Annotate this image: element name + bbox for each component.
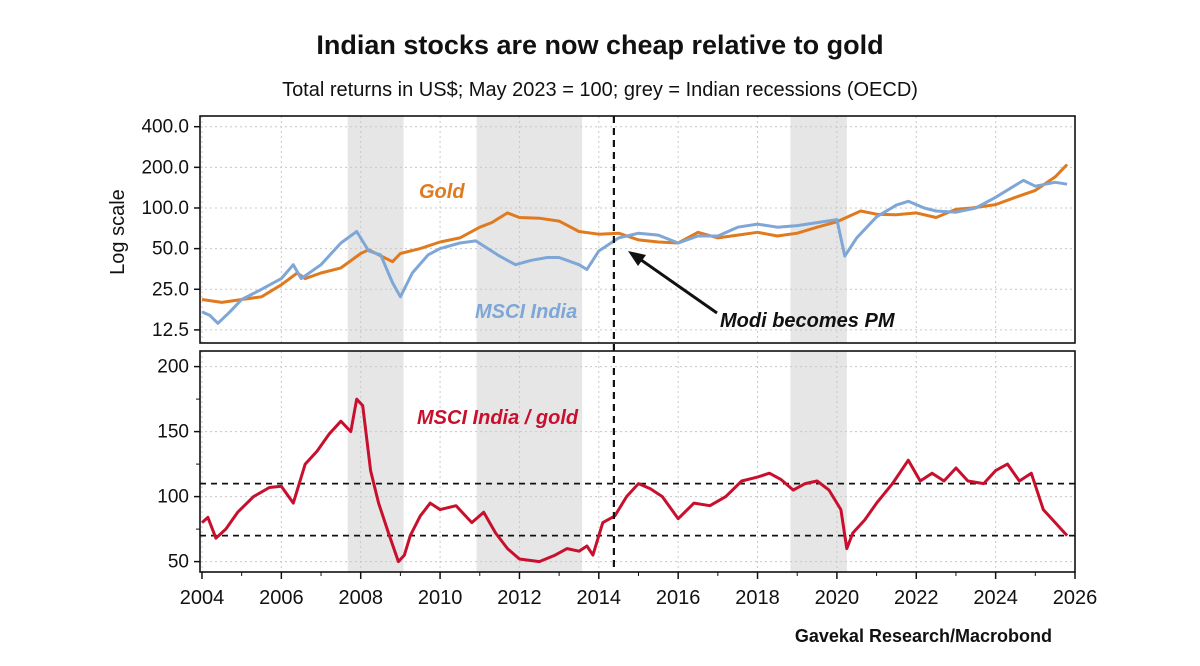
y-tick-label: 200.0 — [141, 157, 189, 178]
modi-arrow — [633, 253, 718, 315]
x-tick-label: 2010 — [418, 587, 463, 609]
panel-frame — [199, 350, 1076, 573]
recession-band — [347, 351, 404, 572]
y-tick-label: 50 — [168, 552, 189, 573]
x-tick-label: 2004 — [180, 587, 225, 609]
recession-bands — [347, 116, 847, 572]
series-lines — [201, 116, 1069, 572]
ratio-line — [201, 397, 1069, 564]
x-tick-label: 2012 — [497, 587, 542, 609]
y-tick-label: 50.0 — [152, 239, 189, 260]
y-tick-label: 25.0 — [152, 279, 189, 300]
y-tick-label: 200 — [157, 357, 189, 378]
x-tick-label: 2024 — [973, 587, 1018, 609]
x-tick-label: 2022 — [894, 587, 939, 609]
recession-band — [790, 116, 847, 343]
y-axis-label: Log scale — [107, 189, 129, 275]
ratio-series-label: MSCI India / gold — [417, 407, 579, 429]
x-tick-label: 2006 — [259, 587, 304, 609]
y-tick-label: 12.5 — [152, 320, 189, 341]
modi-arrowhead — [628, 251, 646, 266]
recession-band — [476, 116, 583, 343]
gold-series-label: Gold — [419, 181, 465, 203]
y-tick-label: 100 — [157, 487, 189, 508]
source-credit: Gavekal Research/Macrobond — [794, 626, 1052, 646]
x-tick-label: 2026 — [1053, 587, 1098, 609]
y-tick-label: 400.0 — [141, 117, 189, 138]
panel-frames — [199, 115, 1076, 573]
recession-band — [476, 351, 583, 572]
msci-india-line — [201, 178, 1068, 325]
axis-ticks: 2004 2006 2008 2010 2012 2014 2016 2018 2020 2022… — [141, 117, 1097, 609]
msci-series-label: MSCI India — [475, 301, 577, 323]
recession-band — [790, 351, 847, 572]
x-tick-label: 2018 — [735, 587, 780, 609]
chart-subtitle: Total returns in US$; May 2023 = 100; gr… — [282, 79, 918, 101]
modi-annotation: Modi becomes PM — [720, 310, 896, 332]
gold-line — [201, 163, 1069, 304]
y-tick-label: 100.0 — [141, 198, 189, 219]
gridlines — [200, 116, 1075, 572]
recession-band — [347, 116, 404, 343]
chart-title: Indian stocks are now cheap relative to … — [316, 30, 884, 60]
x-tick-label: 2014 — [577, 587, 622, 609]
x-tick-label: 2020 — [815, 587, 860, 609]
x-tick-label: 2016 — [656, 587, 701, 609]
y-tick-label: 150 — [157, 422, 189, 443]
x-tick-label: 2008 — [338, 587, 383, 609]
panel-frame — [199, 115, 1076, 344]
